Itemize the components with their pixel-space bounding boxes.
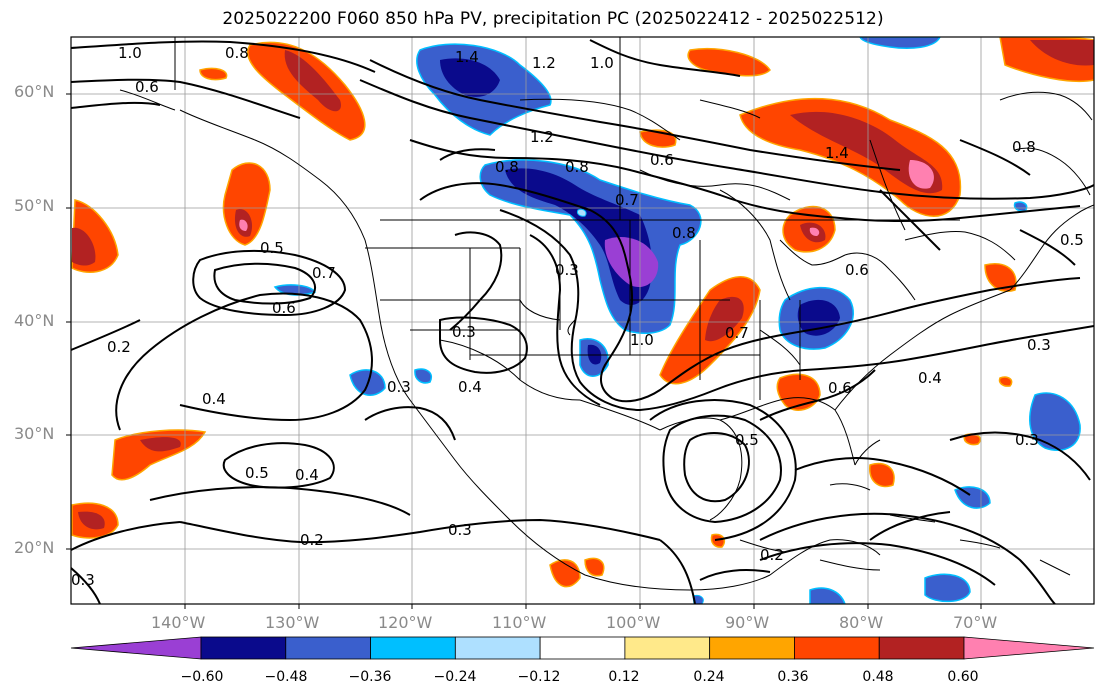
svg-text:0.4: 0.4 [918, 369, 942, 387]
colorbar-segment [454, 636, 541, 660]
colorbar-extend-low [70, 636, 202, 660]
svg-text:0.4: 0.4 [295, 466, 319, 484]
lon-label-80w: 80°W [839, 613, 884, 632]
colorbar [70, 636, 1095, 660]
svg-text:0.3: 0.3 [1015, 431, 1039, 449]
svg-text:1.2: 1.2 [532, 54, 556, 72]
precip-negative-anomalies [273, 37, 1081, 604]
colorbar-tick-label: −0.12 [517, 669, 561, 685]
colorbar-tick-label: −0.60 [180, 669, 224, 685]
svg-text:0.6: 0.6 [828, 379, 852, 397]
lat-label-40: 40°N [14, 311, 55, 330]
svg-text:0.8: 0.8 [495, 158, 519, 176]
svg-text:1.0: 1.0 [118, 44, 142, 62]
svg-text:0.4: 0.4 [458, 378, 482, 396]
svg-text:0.8: 0.8 [565, 158, 589, 176]
svg-text:0.2: 0.2 [760, 546, 784, 564]
svg-text:0.5: 0.5 [735, 431, 759, 449]
colorbar-tick-label: 0.24 [693, 669, 725, 685]
colorbar-segment [539, 636, 626, 660]
colorbar-tick-label: −0.36 [348, 669, 392, 685]
colorbar-tick-label: 0.12 [608, 669, 640, 685]
svg-text:0.6: 0.6 [650, 151, 674, 169]
svg-text:0.3: 0.3 [71, 571, 95, 589]
svg-text:0.3: 0.3 [1027, 336, 1051, 354]
svg-text:0.3: 0.3 [452, 323, 476, 341]
svg-text:0.6: 0.6 [135, 78, 159, 96]
svg-text:1.0: 1.0 [590, 54, 614, 72]
coastlines-and-borders [119, 37, 1094, 591]
svg-text:1.0: 1.0 [630, 331, 654, 349]
svg-text:0.7: 0.7 [615, 191, 639, 209]
svg-text:0.3: 0.3 [448, 521, 472, 539]
svg-text:0.5: 0.5 [245, 464, 269, 482]
colorbar-extend-high [963, 636, 1095, 660]
lon-label-120w: 120°W [378, 613, 433, 632]
svg-text:0.5: 0.5 [260, 239, 284, 257]
svg-text:0.5: 0.5 [1060, 231, 1084, 249]
svg-text:1.4: 1.4 [455, 48, 479, 66]
svg-text:0.4: 0.4 [202, 390, 226, 408]
precip-positive-anomalies [71, 37, 1094, 588]
axis-ticks [66, 93, 982, 609]
svg-text:0.6: 0.6 [845, 261, 869, 279]
colorbar-segment [709, 636, 795, 660]
lat-label-60: 60°N [14, 82, 55, 101]
svg-text:0.3: 0.3 [555, 261, 579, 279]
colorbar-tick-label: 0.60 [947, 669, 979, 685]
colorbar-segment [285, 636, 371, 660]
lon-label-70w: 70°W [953, 613, 998, 632]
svg-text:0.2: 0.2 [107, 338, 131, 356]
colorbar-tick-label: −0.24 [433, 669, 477, 685]
colorbar-segment [370, 636, 456, 660]
graticule [71, 37, 1094, 604]
colorbar-tick-label: −0.48 [264, 669, 308, 685]
map-frame [70, 36, 1095, 605]
lon-label-140w: 140°W [151, 613, 206, 632]
svg-text:0.2: 0.2 [300, 531, 324, 549]
colorbar-segment [794, 636, 880, 660]
colorbar-tick-label: 0.48 [862, 669, 894, 685]
colorbar-tick-label: 0.36 [777, 669, 809, 685]
lon-label-110w: 110°W [492, 613, 547, 632]
lat-label-50: 50°N [14, 196, 55, 215]
contour-labels: 1.0 0.6 0.8 1.4 1.2 1.0 1.2 0.8 0.8 0.7 … [71, 44, 1084, 589]
svg-text:0.8: 0.8 [672, 224, 696, 242]
svg-text:0.8: 0.8 [225, 44, 249, 62]
svg-text:0.6: 0.6 [272, 299, 296, 317]
lon-label-90w: 90°W [725, 613, 770, 632]
colorbar-segment [624, 636, 711, 660]
colorbar-segment [200, 636, 287, 660]
svg-text:0.7: 0.7 [725, 324, 749, 342]
lat-label-20: 20°N [14, 538, 55, 557]
svg-text:1.4: 1.4 [825, 144, 849, 162]
svg-text:0.7: 0.7 [312, 264, 336, 282]
map-title: 2025022200 F060 850 hPa PV, precipitatio… [222, 9, 884, 29]
pv-contours [71, 39, 1094, 604]
svg-text:0.3: 0.3 [387, 378, 411, 396]
lat-label-30: 30°N [14, 424, 55, 443]
colorbar-segment [878, 636, 965, 660]
lon-label-100w: 100°W [606, 613, 661, 632]
svg-text:0.8: 0.8 [1012, 138, 1036, 156]
lon-label-130w: 130°W [265, 613, 320, 632]
svg-text:1.2: 1.2 [530, 128, 554, 146]
